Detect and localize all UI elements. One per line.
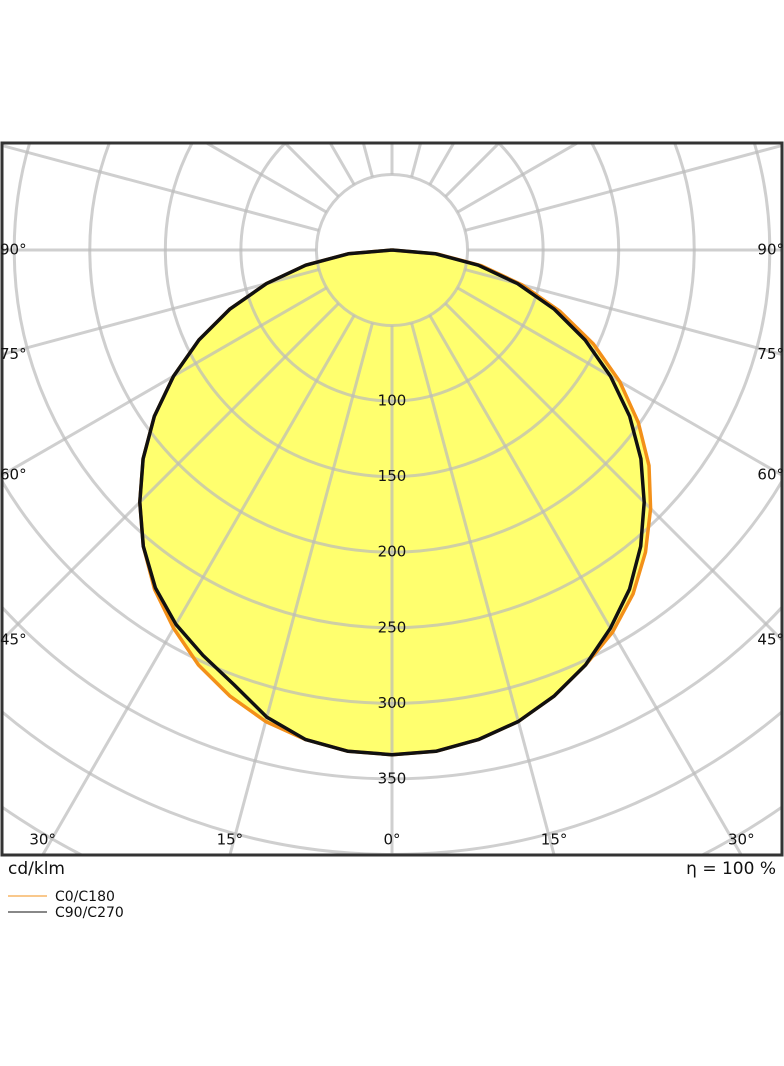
angle-tick-label: 60° bbox=[0, 466, 27, 484]
grid-spoke bbox=[444, 143, 502, 198]
r-tick-label: 150 bbox=[378, 467, 407, 485]
r-tick-label: 350 bbox=[378, 769, 407, 787]
angle-tick-label: 75° bbox=[0, 345, 27, 363]
angle-tick-label: 60° bbox=[757, 466, 784, 484]
grid-spoke bbox=[2, 143, 320, 232]
grid-spoke bbox=[328, 143, 356, 186]
angle-tick-label: 30° bbox=[728, 831, 755, 849]
grid-spoke bbox=[464, 143, 782, 232]
grid-spoke bbox=[228, 322, 374, 855]
grid-spoke bbox=[464, 268, 782, 357]
angle-tick-label: 30° bbox=[29, 831, 56, 849]
grid-spoke bbox=[444, 302, 782, 643]
grid-spoke bbox=[410, 322, 556, 855]
grid-spoke bbox=[456, 143, 581, 214]
angle-tick-label: 45° bbox=[757, 631, 784, 649]
series-line bbox=[138, 248, 646, 757]
angle-tick-label: 90° bbox=[757, 241, 784, 259]
grid-spoke bbox=[2, 302, 340, 643]
unit-label: cd/klm bbox=[8, 859, 65, 879]
legend-label: C90/C270 bbox=[55, 905, 124, 921]
grid-spoke bbox=[40, 314, 356, 855]
angle-tick-label: 75° bbox=[757, 345, 784, 363]
r-tick-label: 200 bbox=[378, 543, 407, 561]
grid-spoke bbox=[428, 143, 456, 186]
r-tick-label: 300 bbox=[378, 694, 407, 712]
grid-spoke bbox=[282, 143, 340, 198]
legend-label: C0/C180 bbox=[55, 889, 115, 905]
angle-tick-label: 15° bbox=[217, 831, 244, 849]
efficiency-label: η = 100 % bbox=[686, 859, 776, 879]
grid-spoke bbox=[428, 314, 744, 855]
grid-spoke bbox=[456, 286, 782, 477]
plot-frame bbox=[0, 141, 784, 857]
r-tick-label: 100 bbox=[378, 392, 407, 410]
r-tick-label: 250 bbox=[378, 618, 407, 636]
grid-spoke bbox=[2, 286, 328, 477]
grid-spoke bbox=[203, 143, 328, 214]
angle-tick-label: 90° bbox=[0, 241, 27, 259]
grid-spoke bbox=[2, 268, 320, 357]
angle-tick-label: 0° bbox=[383, 831, 400, 849]
angle-tick-label: 45° bbox=[0, 631, 27, 649]
angle-tick-label: 15° bbox=[541, 831, 568, 849]
